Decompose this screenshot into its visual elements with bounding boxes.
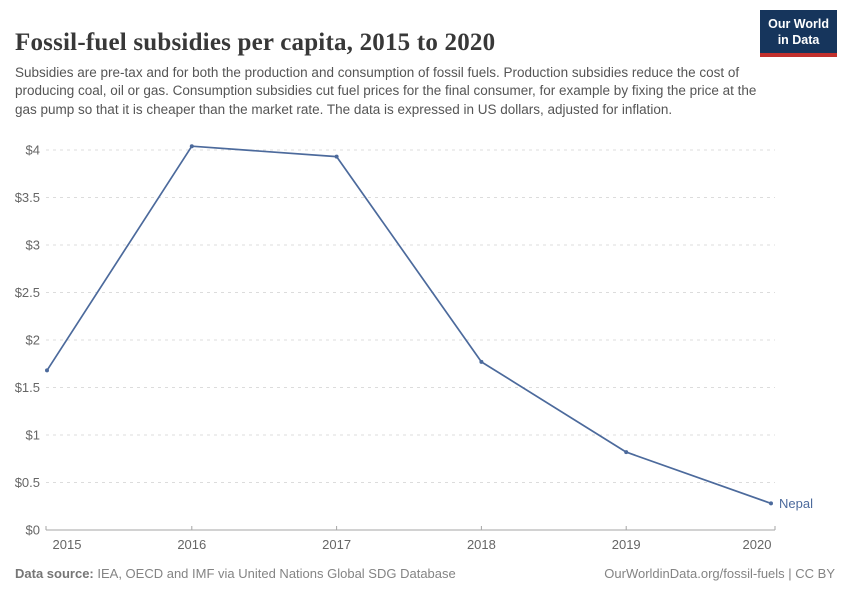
data-source-note: Data source: IEA, OECD and IMF via Unite… [15, 566, 456, 581]
y-axis-tick-label: $2.5 [15, 285, 40, 300]
page-title: Fossil-fuel subsidies per capita, 2015 t… [15, 28, 496, 56]
y-axis-tick-label: $0.5 [15, 475, 40, 490]
data-source-text: IEA, OECD and IMF via United Nations Glo… [93, 566, 456, 581]
x-axis-tick-label: 2018 [467, 537, 496, 552]
chart-footer: Data source: IEA, OECD and IMF via Unite… [15, 566, 835, 581]
x-axis-tick-label: 2019 [612, 537, 641, 552]
y-axis-tick-label: $3 [26, 238, 40, 253]
credit-note: OurWorldinData.org/fossil-fuels | CC BY [604, 566, 835, 581]
data-point [624, 450, 629, 455]
y-axis-tick-label: $1 [26, 428, 40, 443]
data-point [334, 154, 339, 159]
y-axis-tick-label: $2 [26, 333, 40, 348]
x-axis-tick-label: 2016 [177, 537, 206, 552]
data-point [769, 501, 773, 506]
data-point [189, 144, 194, 149]
y-axis-tick-label: $4 [26, 143, 40, 158]
x-axis-tick-label: 2015 [53, 537, 82, 552]
data-source-label: Data source: [15, 566, 94, 581]
data-line [46, 145, 772, 505]
owid-logo-line1: Our World [768, 17, 829, 31]
y-axis-tick-label: $1.5 [15, 380, 40, 395]
y-axis-tick-label: $0 [26, 523, 40, 538]
owid-logo: Our World in Data [760, 10, 837, 58]
y-axis-tick-label: $3.5 [15, 190, 40, 205]
data-point [479, 359, 484, 364]
x-axis-tick-label: 2017 [322, 537, 351, 552]
page-subtitle: Subsidies are pre-tax and for both the p… [15, 64, 757, 117]
data-point [45, 368, 49, 373]
owid-logo-line2: in Data [777, 32, 820, 47]
series-end-label: Nepal [779, 496, 813, 511]
x-axis-tick-label: 2020 [743, 537, 772, 552]
